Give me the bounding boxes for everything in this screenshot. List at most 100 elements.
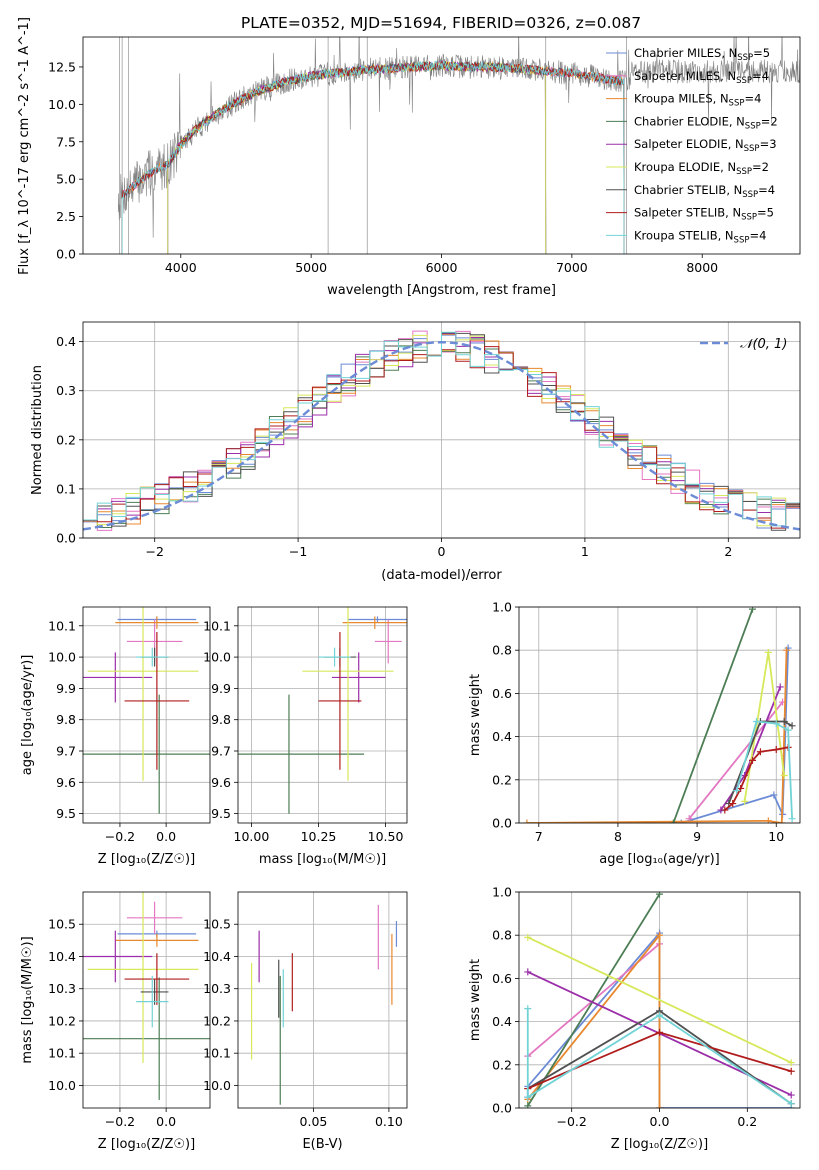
x-tick-label: 8 (614, 829, 622, 844)
mass-weight-marker (787, 1100, 795, 1108)
error-bar-point (347, 616, 407, 623)
y-tick-label: 9.9 (211, 681, 231, 696)
error-bar-point (342, 616, 407, 629)
mass-weight-marker (749, 756, 757, 764)
y-tick-label: 0.0 (492, 1101, 512, 1116)
axes-frame (237, 606, 408, 824)
y-tick-label: 5.0 (56, 172, 76, 187)
mass-weight-line (681, 648, 790, 823)
legend-entry: Salpeter MILES, NSSP=4 (634, 69, 769, 86)
y-tick-label: 9.5 (211, 806, 231, 821)
y-tick-label: 10.2 (48, 1013, 76, 1028)
massweight_vs_Z-axes: −0.2 0.0 0.2 0.0 0.2 0.4 0.6 0.8 1.0 Z [log₁₀(Z/Z… (468, 885, 801, 1152)
legend-entry: Salpeter ELODIE, NSSP=3 (634, 137, 777, 154)
mass-weight-marker (524, 1093, 532, 1101)
x-tick-label: 0.05 (300, 1114, 328, 1129)
residuals-x-label: (data-model)/error (381, 568, 502, 583)
y-tick-label: 1.0 (492, 885, 512, 900)
legend-entry: Chabrier ELODIE, NSSP=2 (634, 114, 778, 131)
x-tick-label: 0.2 (737, 1114, 757, 1129)
y-tick-label: 10.3 (203, 981, 231, 996)
y-tick-label: 10.0 (48, 97, 76, 112)
legend-entry: 𝒩(0, 1) (740, 337, 787, 352)
axes-frame (82, 606, 211, 824)
age_vs_mass-x-label: mass [log₁₀(M/M☉)] (259, 852, 386, 867)
error-bar-point (83, 652, 153, 703)
y-tick-label: 10.1 (48, 618, 76, 633)
y-tick-label: 10.2 (203, 1013, 231, 1028)
axes-frame (82, 36, 801, 255)
mass-weight-marker (787, 1067, 795, 1075)
model-fit-line (121, 61, 625, 254)
x-tick-label: 8000 (686, 260, 718, 275)
y-tick-label: 10.0 (48, 1078, 76, 1093)
error-bar-point (124, 953, 190, 1005)
x-tick-label: −0.2 (557, 1114, 587, 1129)
y-tick-label: 0.4 (492, 1014, 512, 1029)
axes-frame (82, 891, 211, 1109)
mass-weight-marker (787, 1059, 795, 1067)
x-tick-label: −0.2 (105, 829, 135, 844)
legend-entry: Chabrier STELIB, NSSP=4 (634, 183, 775, 200)
mass-weight-marker (729, 800, 737, 808)
y-tick-label: 0.0 (56, 247, 76, 262)
mass-weight-marker (749, 607, 757, 613)
y-tick-label: 0.0 (492, 816, 512, 831)
model-fit-line (167, 61, 547, 254)
age_vs_Z-x-label: Z [log₁₀(Z/Z☉)] (98, 852, 195, 867)
legend-entry: Kroupa ELODIE, NSSP=2 (634, 160, 769, 177)
x-tick-label: −2 (145, 544, 163, 559)
mass-weight-series (669, 607, 757, 823)
massweight_vs_age-y-label: mass weight (468, 674, 483, 756)
massweight_vs_age-x-label: age [log₁₀(age/yr)] (599, 852, 720, 867)
x-tick-label: 7000 (556, 260, 588, 275)
y-tick-label: 10.3 (48, 981, 76, 996)
y-tick-label: 9.7 (211, 744, 231, 759)
mass-weight-line (527, 936, 792, 1064)
residuals-plot-area (83, 330, 800, 531)
mass-weight-marker (656, 1028, 663, 1036)
legend-entry: Salpeter STELIB, NSSP=5 (634, 206, 774, 223)
model-fit-line (121, 60, 625, 254)
y-tick-label: 0.0 (56, 531, 76, 546)
mass-weight-marker (669, 819, 677, 823)
error-bar-point (87, 607, 199, 781)
mass-weight-marker (741, 797, 749, 805)
mass-weight-marker (721, 806, 729, 814)
y-tick-label: 1.0 (492, 600, 512, 615)
y-tick-label: 9.6 (56, 775, 76, 790)
y-tick-label: 0.6 (492, 971, 512, 986)
mass-weight-marker (656, 931, 663, 939)
error-bar-point (238, 694, 365, 814)
y-tick-label: 10.1 (203, 618, 231, 633)
x-tick-label: 0.0 (156, 1114, 176, 1129)
spectrum-y-label: Flux [f_λ 10^-17 erg cm^-2 s^-1 A^-1] (17, 17, 32, 275)
mass-weight-marker (737, 784, 745, 792)
mass-weight-marker (656, 1104, 663, 1108)
mass-weight-line (526, 650, 788, 823)
mass-weight-marker (778, 819, 786, 823)
x-tick-label: 0.0 (650, 1114, 670, 1129)
mass-weight-series (733, 717, 796, 823)
x-tick-label: 2 (724, 544, 732, 559)
mass_vs_EBV-plot-area (250, 904, 398, 1105)
x-tick-label: 5000 (295, 260, 327, 275)
y-tick-label: 0.4 (492, 729, 512, 744)
x-tick-label: 6000 (426, 260, 458, 275)
mass_vs_EBV-x-label: E(B-V) (302, 1137, 342, 1152)
error-bar-point (126, 901, 183, 934)
x-tick-label: 7 (535, 829, 543, 844)
x-tick-label: 10.50 (368, 829, 404, 844)
legend-entry: Chabrier MILES, NSSP=5 (634, 46, 770, 63)
massweight_vs_Z-x-label: Z [log₁₀(Z/Z☉)] (611, 1137, 708, 1152)
mass-weight-series (524, 892, 663, 1108)
model-fit-line (121, 60, 625, 254)
error-bar-point (318, 647, 351, 667)
x-tick-label: 0.10 (375, 1114, 403, 1129)
model-fit-line (167, 60, 547, 254)
mass-weight-marker (733, 787, 741, 795)
legend-entry: Kroupa STELIB, NSSP=4 (634, 228, 766, 245)
legend-entry: Kroupa MILES, NSSP=4 (634, 92, 761, 109)
mass_vs_EBV-axes: 0.05 0.10 10.0 10.1 10.2 10.3 10.4 10.5 E(B-V) (203, 891, 408, 1152)
